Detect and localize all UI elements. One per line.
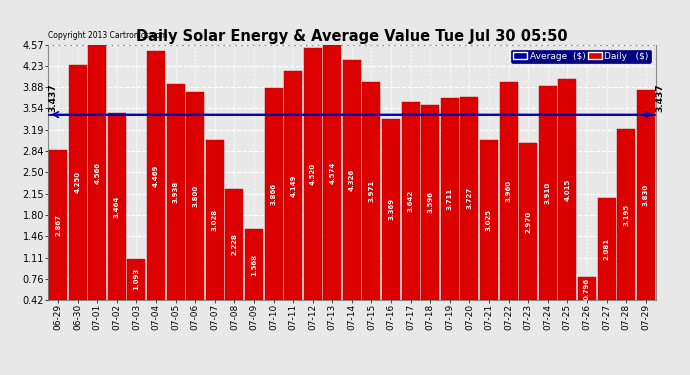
Bar — [147, 51, 165, 300]
Text: 2.970: 2.970 — [525, 211, 531, 233]
Bar — [324, 45, 342, 300]
Text: 3.866: 3.866 — [270, 183, 277, 205]
Bar — [264, 88, 283, 300]
Text: 3.727: 3.727 — [466, 188, 473, 210]
Text: 2.228: 2.228 — [231, 234, 237, 255]
Text: 3.596: 3.596 — [427, 191, 433, 213]
Bar — [69, 64, 87, 300]
Bar — [421, 105, 440, 300]
Text: 3.025: 3.025 — [486, 209, 492, 231]
Text: Copyright 2013 Cartronics.com: Copyright 2013 Cartronics.com — [48, 31, 168, 40]
Text: 3.028: 3.028 — [212, 209, 218, 231]
Text: 3.800: 3.800 — [193, 185, 198, 207]
Text: 4.149: 4.149 — [290, 174, 296, 196]
Legend: Average  ($), Daily   ($): Average ($), Daily ($) — [511, 50, 651, 63]
Bar — [617, 129, 635, 300]
Text: 2.081: 2.081 — [604, 238, 609, 260]
Bar — [108, 113, 126, 300]
Text: 4.469: 4.469 — [153, 164, 159, 187]
Text: 3.910: 3.910 — [545, 182, 551, 204]
Bar — [519, 143, 538, 300]
Text: 3.938: 3.938 — [172, 181, 179, 203]
Text: 3.437: 3.437 — [656, 84, 664, 112]
Text: 3.960: 3.960 — [506, 180, 511, 202]
Bar — [245, 230, 263, 300]
Text: 2.867: 2.867 — [55, 214, 61, 236]
Bar — [460, 97, 478, 300]
Text: 3.464: 3.464 — [114, 195, 120, 217]
Text: 1.568: 1.568 — [251, 254, 257, 276]
Bar — [500, 82, 518, 300]
Text: 3.711: 3.711 — [447, 188, 453, 210]
Bar — [441, 98, 459, 300]
Bar — [480, 140, 498, 300]
Text: 4.574: 4.574 — [329, 161, 335, 184]
Text: 1.093: 1.093 — [133, 268, 139, 291]
Bar — [284, 71, 302, 300]
Text: 4.015: 4.015 — [564, 178, 571, 201]
Bar — [186, 92, 204, 300]
Bar — [578, 277, 596, 300]
Bar — [304, 48, 322, 300]
Title: Daily Solar Energy & Average Value Tue Jul 30 05:50: Daily Solar Energy & Average Value Tue J… — [136, 29, 568, 44]
Text: 0.796: 0.796 — [584, 278, 590, 300]
Bar — [49, 150, 67, 300]
Bar — [166, 84, 185, 300]
Bar — [382, 119, 400, 300]
Bar — [362, 82, 380, 300]
Text: 4.250: 4.250 — [75, 171, 81, 194]
Bar — [206, 140, 224, 300]
Text: 4.326: 4.326 — [349, 169, 355, 191]
Bar — [598, 198, 615, 300]
Text: 3.642: 3.642 — [408, 190, 414, 212]
Text: 4.520: 4.520 — [310, 163, 316, 185]
Bar — [539, 86, 557, 300]
Bar — [88, 45, 106, 300]
Bar — [226, 189, 244, 300]
Bar — [402, 102, 420, 300]
Bar — [558, 79, 576, 300]
Bar — [128, 259, 146, 300]
Text: 3.971: 3.971 — [368, 180, 375, 202]
Text: 4.566: 4.566 — [95, 162, 100, 184]
Bar — [343, 60, 361, 300]
Text: 3.195: 3.195 — [623, 204, 629, 226]
Text: 3.830: 3.830 — [642, 184, 649, 206]
Text: 3.369: 3.369 — [388, 198, 394, 220]
Text: 3.437: 3.437 — [48, 84, 57, 112]
Bar — [637, 90, 655, 300]
